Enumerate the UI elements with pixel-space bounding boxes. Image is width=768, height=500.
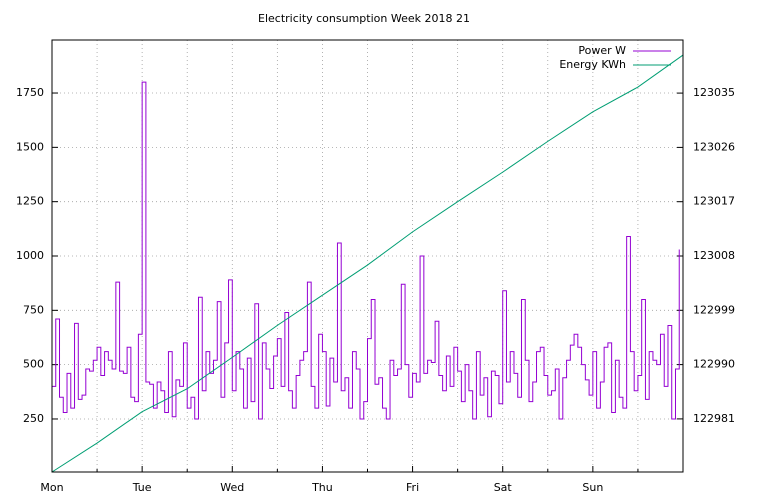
legend-label: Energy KWh [559,58,626,71]
y-tick-label: 1500 [16,140,44,153]
y-tick-label: 500 [23,358,44,371]
x-tick-label: Sat [494,481,513,494]
y2-tick-label: 123017 [693,195,735,208]
y2-tick-label: 122981 [693,412,735,425]
y-tick-label: 1250 [16,195,44,208]
plot-border [51,39,684,473]
y-tick-label: 250 [23,412,44,425]
y2-tick-label: 122990 [693,358,735,371]
chart-title: Electricity consumption Week 2018 21 [258,12,470,25]
y2-tick-label: 123035 [693,86,735,99]
y2-tick-label: 122999 [693,303,735,316]
y2-tick-label: 123008 [693,249,735,262]
series-line [51,54,684,473]
y2-tick-label: 123026 [693,140,735,153]
x-tick-label: Thu [311,481,333,494]
x-tick-label: Wed [220,481,244,494]
y-tick-label: 750 [23,303,44,316]
series-line [52,81,680,420]
x-tick-label: Sun [582,481,603,494]
y-tick-label: 1000 [16,249,44,262]
x-tick-label: Tue [132,481,152,494]
y-tick-label: 1750 [16,86,44,99]
x-tick-label: Fri [406,481,419,494]
x-tick-label: Mon [40,481,63,494]
legend-label: Power W [578,44,626,57]
